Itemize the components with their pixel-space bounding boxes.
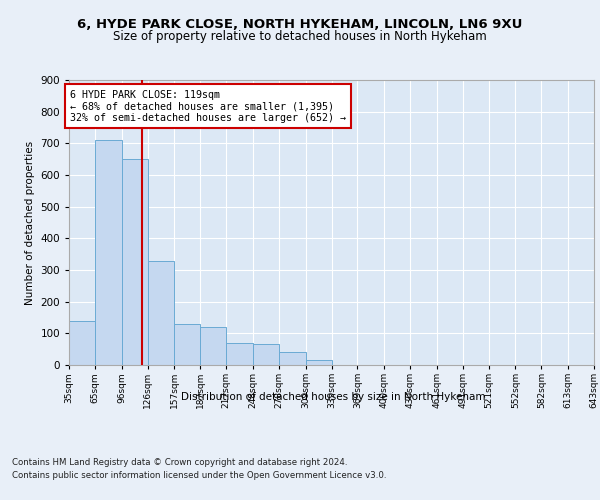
Bar (253, 344, 279, 365)
Text: 6, HYDE PARK CLOSE, NORTH HYKEHAM, LINCOLN, LN6 9XU: 6, HYDE PARK CLOSE, NORTH HYKEHAM, LINCO… (77, 18, 523, 30)
Bar (175, 324, 200, 365)
Bar (148, 260, 175, 365)
Bar (122, 159, 148, 365)
Text: Contains public sector information licensed under the Open Government Licence v3: Contains public sector information licen… (12, 470, 386, 480)
Text: Distribution of detached houses by size in North Hykeham: Distribution of detached houses by size … (181, 392, 485, 402)
Bar (69, 320, 95, 365)
Text: Size of property relative to detached houses in North Hykeham: Size of property relative to detached ho… (113, 30, 487, 43)
Bar (305, 360, 331, 365)
Text: Contains HM Land Registry data © Crown copyright and database right 2024.: Contains HM Land Registry data © Crown c… (12, 458, 347, 467)
Text: 6 HYDE PARK CLOSE: 119sqm
← 68% of detached houses are smaller (1,395)
32% of se: 6 HYDE PARK CLOSE: 119sqm ← 68% of detac… (70, 90, 346, 122)
Bar (226, 343, 253, 365)
Bar (279, 352, 305, 365)
Bar (95, 140, 122, 365)
Y-axis label: Number of detached properties: Number of detached properties (25, 140, 35, 304)
Bar (200, 327, 226, 365)
